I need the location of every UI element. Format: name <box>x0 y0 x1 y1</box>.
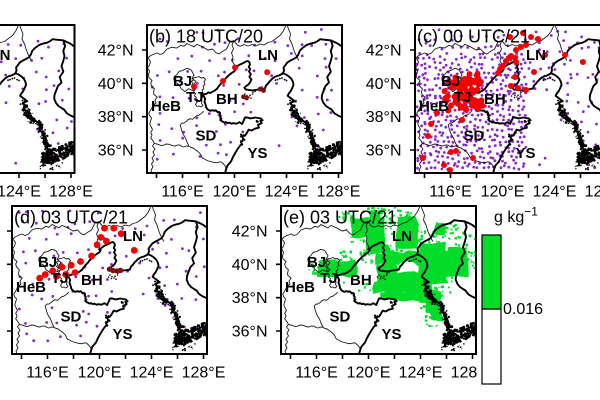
svg-text:(c) 00 UTC/21: (c) 00 UTC/21 <box>417 27 530 47</box>
svg-text:SD: SD <box>196 128 217 145</box>
svg-text:(d) 03 UTC/21: (d) 03 UTC/21 <box>14 208 128 228</box>
svg-text:SD: SD <box>464 128 485 145</box>
svg-text:HeB: HeB <box>151 98 181 115</box>
svg-text:YS: YS <box>382 326 402 343</box>
svg-text:124°E: 124°E <box>399 365 443 382</box>
svg-text:BH: BH <box>216 91 238 108</box>
svg-text:120°E: 120°E <box>347 365 391 382</box>
svg-text:BJ: BJ <box>173 73 192 90</box>
svg-text:120°E: 120°E <box>481 184 525 201</box>
svg-text:(e) 03 UTC/21: (e) 03 UTC/21 <box>283 208 397 228</box>
svg-text:BH: BH <box>350 272 372 289</box>
svg-text:36°N: 36°N <box>366 143 402 160</box>
svg-text:36°N: 36°N <box>232 324 268 341</box>
svg-text:YS: YS <box>248 145 268 162</box>
svg-text:LN: LN <box>258 47 278 64</box>
svg-text:BH: BH <box>81 272 103 289</box>
svg-text:38°N: 38°N <box>366 109 402 126</box>
svg-text:0.016: 0.016 <box>503 301 543 318</box>
svg-text:38°N: 38°N <box>98 109 134 126</box>
svg-text:38°N: 38°N <box>232 290 268 307</box>
svg-text:LN: LN <box>123 228 143 245</box>
svg-text:116°E: 116°E <box>295 365 338 382</box>
svg-text:LN: LN <box>392 228 412 245</box>
svg-text:128°E: 128°E <box>585 184 600 201</box>
svg-text:116°E: 116°E <box>429 184 472 201</box>
svg-text:128°E: 128°E <box>317 184 361 201</box>
svg-text:YS: YS <box>113 326 133 343</box>
svg-text:HeB: HeB <box>285 279 315 296</box>
svg-text:124°E: 124°E <box>265 184 309 201</box>
svg-text:116°E: 116°E <box>161 184 204 201</box>
svg-text:BJ: BJ <box>441 73 460 90</box>
svg-text:TJ: TJ <box>186 89 204 106</box>
svg-text:42°N: 42°N <box>232 224 268 241</box>
svg-text:124°E: 124°E <box>533 184 577 201</box>
svg-text:TJ: TJ <box>51 270 69 287</box>
svg-text:SD: SD <box>330 309 351 326</box>
svg-text:LN: LN <box>526 47 546 64</box>
svg-text:HeB: HeB <box>419 98 449 115</box>
svg-text:BJ: BJ <box>307 254 326 271</box>
svg-text:40°N: 40°N <box>366 76 402 93</box>
svg-text:120°E: 120°E <box>78 365 122 382</box>
svg-text:36°N: 36°N <box>98 143 134 160</box>
svg-text:BH: BH <box>484 91 506 108</box>
svg-text:124°E: 124°E <box>0 184 41 201</box>
svg-text:HeB: HeB <box>16 279 46 296</box>
svg-text:116°E: 116°E <box>26 365 69 382</box>
svg-text:120°E: 120°E <box>213 184 257 201</box>
svg-text:124°E: 124°E <box>130 365 174 382</box>
svg-text:BJ: BJ <box>38 254 57 271</box>
svg-text:128°E: 128°E <box>49 184 93 201</box>
svg-text:(b) 18 UTC/20: (b) 18 UTC/20 <box>149 27 263 47</box>
svg-text:YS: YS <box>516 145 536 162</box>
svg-text:TJ: TJ <box>320 270 338 287</box>
svg-text:SD: SD <box>61 309 82 326</box>
svg-text:40°N: 40°N <box>232 257 268 274</box>
svg-text:128°E: 128°E <box>182 365 226 382</box>
svg-text:42°N: 42°N <box>98 43 134 60</box>
svg-text:42°N: 42°N <box>366 43 402 60</box>
svg-text:TJ: TJ <box>454 89 472 106</box>
svg-text:40°N: 40°N <box>98 76 134 93</box>
svg-text:LN: LN <box>0 47 11 64</box>
